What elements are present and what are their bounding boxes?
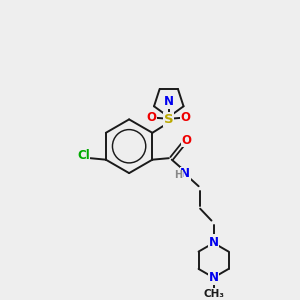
Text: N: N xyxy=(164,95,174,108)
Text: H: H xyxy=(175,170,183,180)
Text: N: N xyxy=(180,167,190,180)
Text: N: N xyxy=(164,95,174,108)
Text: S: S xyxy=(164,113,174,126)
Text: N: N xyxy=(208,271,219,284)
Text: O: O xyxy=(181,134,191,147)
Text: Cl: Cl xyxy=(77,149,90,162)
Text: O: O xyxy=(147,111,157,124)
Text: O: O xyxy=(181,111,191,124)
Text: CH₃: CH₃ xyxy=(203,289,224,299)
Text: N: N xyxy=(208,236,219,250)
Text: N: N xyxy=(208,235,219,248)
